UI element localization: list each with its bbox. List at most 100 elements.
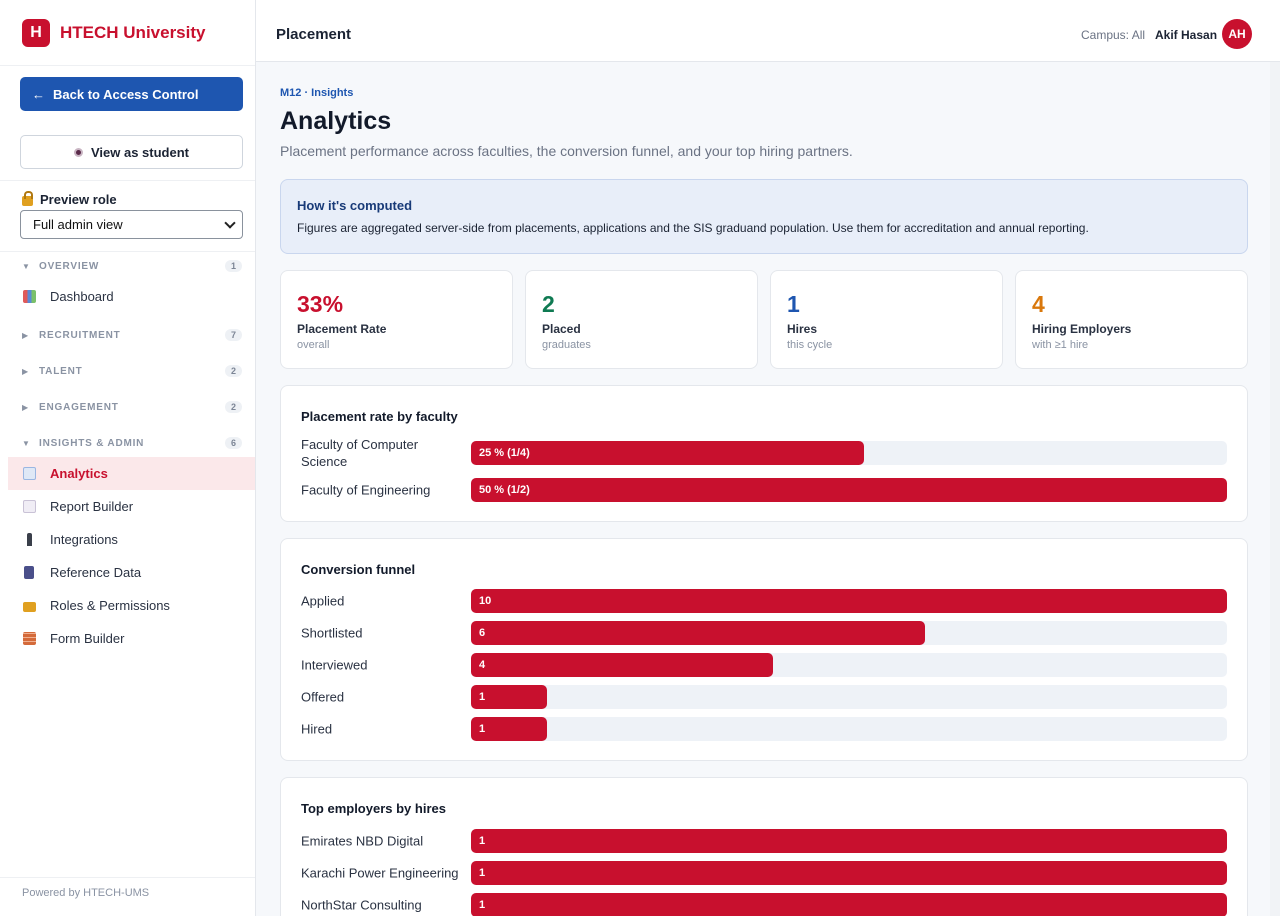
stat-value: 33% [297,291,344,317]
top-employers-card: Top employers by hires Emirates NBD Digi… [280,777,1248,916]
nav-group-recruitment[interactable]: ▶ RECRUITMENT 7 [22,327,242,343]
stat-sublabel: this cycle [787,339,833,351]
stat-card-hires: 1 Hires this cycle [770,270,1003,369]
funnel-row: Applied 10 [301,589,1227,613]
faculty-label: Faculty of Computer Science [301,437,419,469]
divider [0,251,255,252]
scrollbar[interactable] [1270,62,1280,916]
bar-track: 1 [471,861,1227,885]
book-icon [24,566,34,579]
caret-right-icon: ▶ [22,402,29,412]
funnel-row: Hired 1 [301,717,1227,741]
nav-group-insights-admin[interactable]: ▼ INSIGHTS & ADMIN 6 [22,435,242,451]
sidebar: H HTECH University ← Back to Access Cont… [0,0,256,916]
bar-track: 25 % (1/4) [471,441,1227,465]
sidebar-item-label: Reference Data [50,565,142,580]
faculty-label: Faculty of Engineering [301,482,431,498]
info-title: How it's computed [297,198,413,213]
lock-icon [22,190,33,206]
conversion-funnel-card: Conversion funnel Applied 10 Shortlisted… [280,538,1248,761]
arrow-left-icon: ← [32,86,45,102]
campus-selector[interactable]: Campus: All [1081,28,1146,42]
nav-group-label: OVERVIEW [39,260,100,272]
brand-name: HTECH University [60,22,206,42]
bar-track: 1 [471,685,1227,709]
sidebar-item-report-builder[interactable]: Report Builder [8,490,255,523]
nav-group-engagement[interactable]: ▶ ENGAGEMENT 2 [22,399,242,415]
caret-down-icon: ▼ [22,261,31,271]
funnel-label: Applied [301,593,345,609]
bar-track: 6 [471,621,1227,645]
info-callout: How it's computed Figures are aggregated… [280,179,1248,254]
bar-fill: 50 % (1/2) [471,478,1227,502]
back-to-access-control-button[interactable]: ← Back to Access Control [20,77,243,111]
sidebar-item-label: Form Builder [50,631,125,646]
sidebar-item-label: Integrations [50,532,118,547]
sidebar-item-dashboard[interactable]: Dashboard [8,280,255,313]
sidebar-footer: Powered by HTECH-UMS [0,877,255,908]
info-body: Figures are aggregated server-side from … [297,221,1089,235]
funnel-row: Interviewed 4 [301,653,1227,677]
stat-card-placement-rate: 33% Placement Rate overall [280,270,513,369]
caret-down-icon: ▼ [22,438,31,448]
preview-role-select[interactable]: Full admin view [20,210,243,239]
avatar[interactable]: AH [1222,19,1252,49]
faculty-row: Faculty of Computer Science 25 % (1/4) [301,437,1227,469]
funnel-label: Interviewed [301,657,368,673]
university-logo-icon: H [22,18,50,47]
nav-group-overview[interactable]: ▼ OVERVIEW 1 [22,258,242,274]
bar-track: 50 % (1/2) [471,478,1227,502]
employer-label: NorthStar Consulting [301,897,422,913]
bar-track: 1 [471,717,1227,741]
employer-row: NorthStar Consulting 1 [301,893,1227,916]
bar-fill: 4 [471,653,774,677]
view-as-student-button[interactable]: View as student [20,135,243,169]
user-name[interactable]: Akif Hasan [1155,28,1218,42]
bar-chart-icon [23,290,36,303]
sidebar-item-integrations[interactable]: Integrations [8,523,255,556]
stat-card-placed: 2 Placed graduates [525,270,758,369]
document-icon [23,500,36,513]
stat-value: 4 [1032,291,1045,317]
stat-sublabel: overall [297,339,330,351]
caret-right-icon: ▶ [22,366,29,376]
nav-group-label: TALENT [39,365,83,377]
nav-group-count: 6 [224,437,242,449]
back-button-label: Back to Access Control [53,86,199,102]
breadcrumb: M12 · Insights [280,87,354,99]
preview-role-text: Preview role [40,192,117,207]
sidebar-item-roles-permissions[interactable]: Roles & Permissions [8,589,255,622]
stat-sublabel: graduates [542,339,591,351]
stat-label: Placement Rate [297,322,387,336]
divider [0,180,255,181]
faculty-row: Faculty of Engineering 50 % (1/2) [301,478,1227,502]
nav-group-talent[interactable]: ▶ TALENT 2 [22,363,242,379]
preview-role-value: Full admin view [33,217,123,232]
top-bar: Placement Campus: All Akif Hasan AH [256,0,1280,62]
sidebar-item-label: Report Builder [50,499,134,514]
sidebar-item-reference-data[interactable]: Reference Data [8,556,255,589]
stat-card-hiring-employers: 4 Hiring Employers with ≥1 hire [1015,270,1248,369]
stat-value: 2 [542,291,555,317]
stat-value: 1 [787,291,800,317]
eye-icon [73,147,83,157]
faculty-placement-card: Placement rate by faculty Faculty of Com… [280,385,1248,522]
brick-icon [23,632,36,645]
page-subtitle: Placement performance across faculties, … [280,143,853,159]
brand[interactable]: H HTECH University [0,0,255,66]
stat-label: Hiring Employers [1032,322,1132,336]
funnel-label: Offered [301,689,345,705]
bar-fill: 25 % (1/4) [471,441,865,465]
funnel-label: Shortlisted [301,625,363,641]
bar-fill: 1 [471,685,547,709]
employer-row: Emirates NBD Digital 1 [301,829,1227,853]
caret-right-icon: ▶ [22,330,29,340]
funnel-label: Hired [301,721,333,737]
card-title: Conversion funnel [301,562,416,577]
nav-group-count: 7 [224,329,242,341]
sidebar-item-form-builder[interactable]: Form Builder [8,622,255,655]
sidebar-item-analytics[interactable]: Analytics [8,457,255,490]
bar-fill: 1 [471,717,547,741]
page-title: Analytics [280,107,392,135]
module-title: Placement [276,26,352,43]
